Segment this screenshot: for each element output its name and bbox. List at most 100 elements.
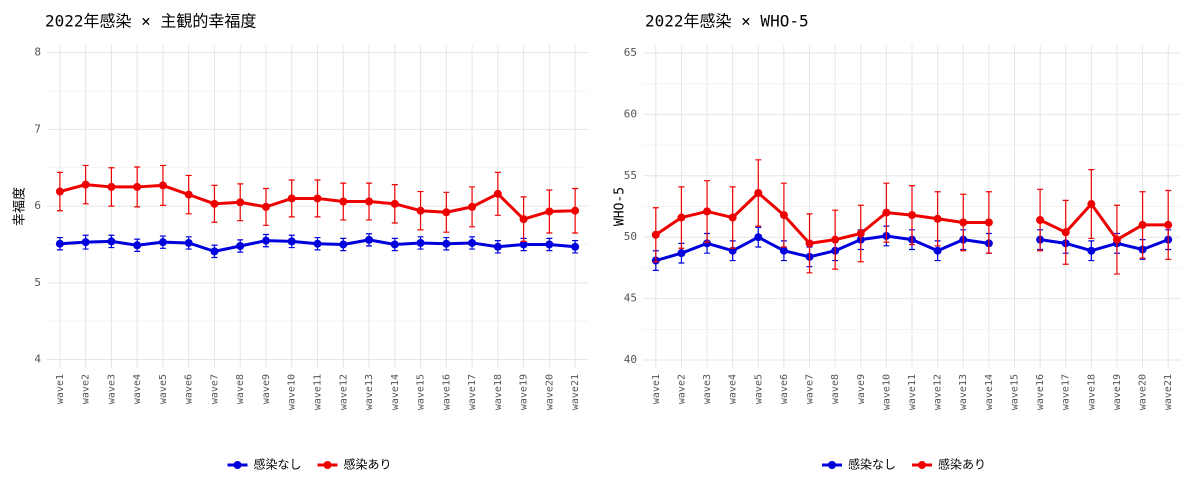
point [158,181,167,190]
x-tick-label: wave15 [416,374,427,410]
point [728,213,737,222]
point [442,239,451,248]
point [493,189,502,198]
legend-marker [323,461,332,469]
point [933,214,942,223]
x-tick-label: wave8 [235,374,246,404]
point [856,229,865,238]
point [313,194,322,203]
x-tick-label: wave10 [287,374,298,410]
point [651,230,660,239]
legend-marker [918,461,926,469]
point [390,240,399,249]
y-tick-label: 7 [34,122,41,135]
point [416,206,425,215]
series-line [655,234,990,262]
point [339,240,348,249]
y-axis-label: WHO-5 [613,187,628,226]
point [831,235,840,244]
point [545,207,554,216]
point [81,180,90,189]
x-tick-label: wave14 [984,374,995,410]
point [107,182,116,191]
x-tick-label: wave5 [753,374,764,404]
point [81,238,90,247]
legend-label: 感染あり [938,457,986,472]
x-tick-label: wave7 [209,374,220,404]
x-tick-label: wave3 [702,374,713,404]
point [1138,220,1147,229]
point [677,213,686,222]
y-tick-label: 8 [34,46,41,59]
point [519,215,528,224]
y-axis-label: 幸福度 [12,187,28,226]
x-tick-label: wave18 [1086,374,1097,410]
point [55,239,64,248]
x-tick-label: wave5 [158,374,169,404]
x-tick-label: wave16 [1035,374,1046,410]
x-tick-label: wave7 [805,374,816,404]
point [703,239,712,248]
point [184,190,193,199]
point [545,240,554,249]
y-tick-label: 6 [34,199,41,212]
point [261,236,270,245]
legend-marker [233,461,242,469]
point [236,242,245,251]
x-tick-label: wave2 [676,374,687,404]
point [1087,246,1096,255]
point [236,198,245,207]
point [959,218,968,227]
point [933,246,942,255]
point [55,187,64,196]
point [133,241,142,250]
point [779,246,788,255]
legend-label: 感染なし [254,457,302,472]
x-tick-label: wave4 [728,374,739,404]
y-tick-label: 40 [624,353,637,366]
series-line [654,191,989,245]
point [468,238,477,247]
point [365,235,374,244]
point [287,237,296,246]
y-tick-label: 50 [624,230,637,243]
x-tick-label: wave19 [1112,374,1123,410]
x-tick-label: wave13 [364,374,375,410]
y-tick-label: 45 [624,292,637,305]
point [339,197,348,206]
x-tick-label: wave2 [81,374,92,404]
point [908,211,916,220]
point [390,199,399,208]
point [571,206,580,215]
point [984,218,993,227]
x-tick-label: wave11 [313,374,324,410]
point [158,238,167,247]
point [754,233,763,242]
point [365,197,374,206]
point [1036,216,1045,225]
point [493,242,502,251]
x-tick-label: wave21 [570,374,581,410]
x-tick-label: wave6 [779,374,790,404]
y-tick-label: 55 [624,169,637,182]
y-tick-label: 60 [624,107,637,120]
x-tick-label: wave17 [467,374,478,410]
point [261,202,270,211]
chart-title: 2022年感染 × WHO-5 [645,12,809,31]
point [184,238,193,247]
x-tick-label: wave10 [881,374,892,410]
x-tick-label: wave9 [856,374,867,404]
x-tick-label: wave12 [338,374,349,410]
x-tick-label: wave20 [544,374,555,410]
point [703,207,712,216]
x-tick-label: wave13 [958,374,969,410]
point [107,237,116,246]
legend-label: 感染あり [344,457,392,472]
x-tick-label: wave16 [441,374,452,410]
point [1061,228,1070,237]
y-tick-label: 5 [34,276,41,289]
point [133,182,142,191]
x-tick-label: wave6 [184,374,195,404]
y-tick-label: 65 [624,46,637,59]
